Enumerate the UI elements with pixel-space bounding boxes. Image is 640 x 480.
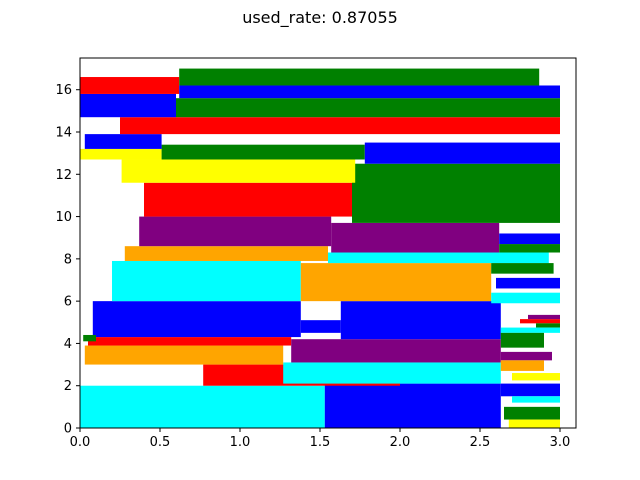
chart-title: used_rate: 0.87055 (242, 8, 398, 27)
chart-rect-42 (512, 373, 560, 381)
chart-rect-38 (500, 327, 560, 333)
chart-rect-9 (340, 301, 501, 340)
chart-rect-25 (80, 93, 176, 118)
y-tick-label: 10 (55, 210, 72, 225)
chart-rect-44 (512, 396, 560, 403)
chart-rect-28 (179, 85, 560, 99)
x-tick-label: 0.0 (70, 435, 91, 450)
chart-rect-13 (124, 246, 328, 261)
y-tick-label: 2 (64, 379, 72, 394)
chart-rect-40 (500, 351, 552, 361)
chart-rectangles (80, 68, 560, 428)
y-tick-label: 0 (64, 422, 72, 437)
chart-rect-32 (499, 233, 560, 245)
chart-rect-16 (331, 222, 500, 253)
chart-rect-21 (161, 144, 365, 160)
chart-rect-23 (84, 134, 162, 149)
x-tick-label: 0.5 (150, 435, 171, 450)
chart-rect-36 (528, 314, 560, 320)
chart-rect-43 (500, 383, 560, 397)
chart-rect-5 (88, 337, 292, 346)
chart-rect-4 (84, 345, 284, 365)
y-tick-label: 6 (64, 295, 72, 310)
chart-rect-35 (520, 319, 560, 324)
x-axis-ticks: 0.0 0.5 1.0 1.5 2.0 2.5 3.0 (70, 428, 571, 450)
chart-rect-3 (283, 362, 501, 384)
chart-rect-18 (352, 163, 560, 223)
chart-rect-33 (496, 277, 560, 289)
chart-rect-30 (491, 263, 554, 274)
chart-rect-12 (300, 263, 492, 302)
chart-rect-10 (83, 334, 96, 342)
chart-rect-17 (144, 182, 352, 217)
x-tick-label: 1.5 (310, 435, 331, 450)
x-tick-label: 2.0 (390, 435, 411, 450)
chart-rect-8 (300, 320, 341, 333)
chart-rect-0 (80, 385, 325, 428)
x-tick-label: 1.0 (230, 435, 251, 450)
chart-rect-22 (364, 142, 560, 164)
y-tick-label: 12 (55, 168, 72, 183)
chart-rect-41 (500, 360, 544, 371)
chart-rect-45 (504, 406, 560, 420)
y-tick-label: 8 (64, 252, 72, 267)
chart-rect-20 (80, 148, 162, 160)
chart-rect-46 (508, 419, 560, 428)
chart-rect-29 (179, 68, 540, 86)
chart-rect-15 (139, 216, 332, 247)
chart-rect-37 (536, 323, 560, 328)
chart-rect-31 (499, 244, 560, 253)
y-tick-label: 4 (64, 337, 72, 352)
chart-rect-11 (112, 260, 301, 302)
chart-rect-39 (500, 332, 544, 348)
chart-rect-7 (92, 301, 301, 338)
chart-rect-27 (80, 77, 180, 94)
y-axis-ticks: 0 2 4 6 8 10 12 14 16 (55, 83, 80, 437)
axes-frame (79, 57, 577, 429)
chart-rect-24 (120, 117, 560, 135)
chart-rect-34 (491, 292, 560, 304)
chart-rect-6 (291, 339, 501, 363)
chart-rect-19 (121, 159, 356, 183)
y-tick-label: 16 (55, 83, 72, 98)
chart-rect-1 (324, 383, 501, 428)
chart-rect-14 (328, 252, 549, 264)
x-tick-label: 3.0 (550, 435, 571, 450)
x-tick-label: 2.5 (470, 435, 491, 450)
y-tick-label: 14 (55, 126, 72, 141)
chart-rect-26 (176, 98, 560, 118)
